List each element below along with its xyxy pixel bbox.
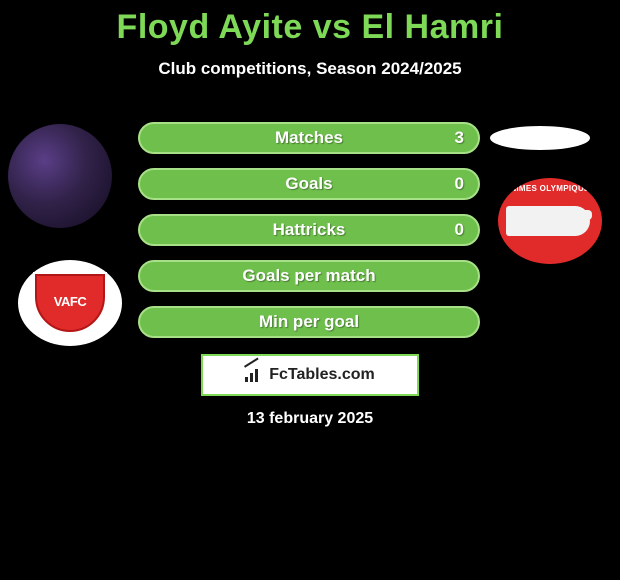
stat-right-value: 3	[454, 128, 464, 148]
date-label: 13 february 2025	[0, 410, 620, 428]
club-right-text: NIMES OLYMPIQUE	[498, 184, 602, 193]
page-title: Floyd Ayite vs El Hamri	[0, 0, 620, 47]
bar-chart-icon	[245, 368, 263, 382]
stat-row-matches: Matches 3	[138, 122, 480, 154]
stat-right-value: 0	[454, 174, 464, 194]
club-left-abbr: VAFC	[35, 294, 105, 309]
club-right-badge: NIMES OLYMPIQUE	[498, 178, 602, 264]
brand-box: FcTables.com	[201, 354, 419, 396]
stat-row-goals: Goals 0	[138, 168, 480, 200]
stat-label: Goals	[285, 174, 332, 194]
stat-row-gpm: Goals per match	[138, 260, 480, 292]
brand-text: FcTables.com	[269, 366, 375, 384]
player-left-avatar	[8, 124, 112, 228]
stat-right-value: 0	[454, 220, 464, 240]
stat-label: Min per goal	[259, 312, 359, 332]
stat-row-mpg: Min per goal	[138, 306, 480, 338]
club-left-badge: VAFC	[18, 260, 122, 346]
crocodile-icon	[506, 206, 590, 236]
stat-label: Goals per match	[242, 266, 375, 286]
stat-row-hattricks: Hattricks 0	[138, 214, 480, 246]
player-right-avatar	[490, 126, 590, 150]
shield-icon: VAFC	[33, 272, 107, 334]
stats-bars: Matches 3 Goals 0 Hattricks 0 Goals per …	[138, 122, 480, 352]
subtitle: Club competitions, Season 2024/2025	[0, 59, 620, 79]
stat-label: Matches	[275, 128, 343, 148]
stat-label: Hattricks	[273, 220, 346, 240]
